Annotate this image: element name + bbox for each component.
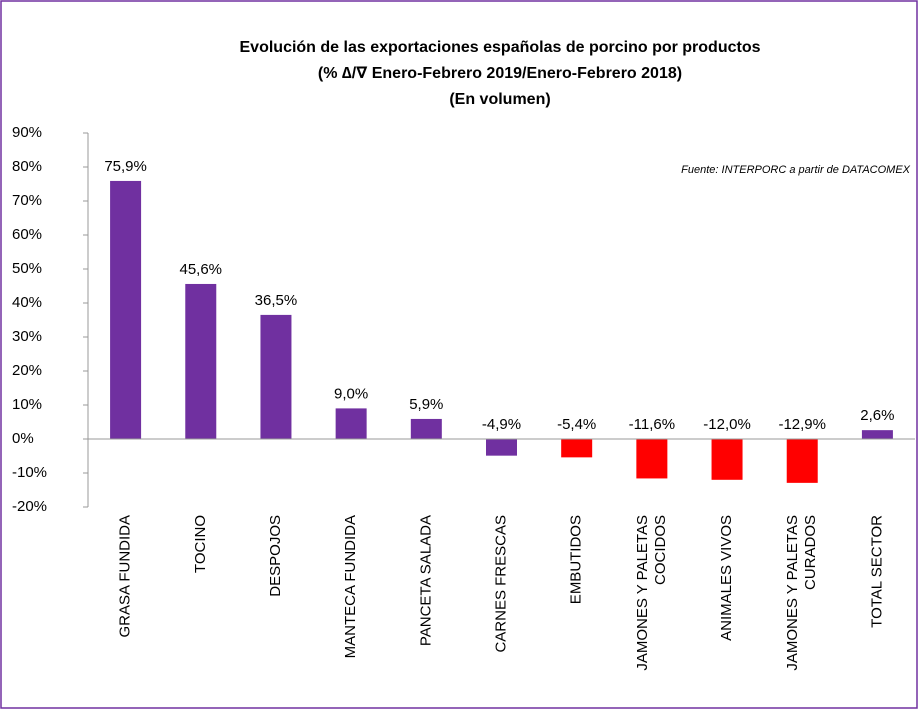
y-tick-label: 80% — [12, 158, 42, 175]
bar — [335, 408, 367, 439]
value-label: 75,9% — [104, 158, 147, 175]
y-tick-label: -20% — [12, 498, 47, 515]
chart-subtitle-2: (En volumen) — [449, 91, 550, 108]
x-tick-label: TOCINO — [192, 515, 209, 573]
x-tick-label: GRASA FUNDIDA — [117, 515, 134, 638]
y-tick-label: 10% — [12, 396, 42, 413]
y-tick-label: 70% — [12, 192, 42, 209]
y-tick-label: 40% — [12, 294, 42, 311]
x-tick-label: ANIMALES VIVOS — [718, 515, 735, 641]
value-label: 9,0% — [334, 385, 368, 402]
bar — [636, 439, 668, 479]
x-tick-label: TOTAL SECTOR — [868, 515, 885, 628]
value-label: -12,9% — [778, 416, 826, 433]
bar — [486, 439, 517, 456]
bar — [260, 314, 292, 439]
bar — [786, 439, 818, 483]
chart-title: Evolución de las exportaciones españolas… — [240, 39, 761, 56]
x-tick-label: CARNES FRESCAS — [492, 515, 509, 653]
value-label: -5,4% — [557, 416, 596, 433]
value-label: -4,9% — [482, 416, 521, 433]
y-tick-label: 0% — [12, 430, 34, 447]
value-label: 2,6% — [860, 407, 894, 424]
value-label: 45,6% — [179, 261, 222, 278]
bar — [711, 439, 743, 480]
value-label: 36,5% — [255, 292, 298, 309]
x-tick-label: PANCETA SALADA — [417, 515, 434, 646]
x-tick-label: JAMONES Y PALETASCOCIDOS — [634, 515, 669, 671]
y-tick-label: 20% — [12, 362, 42, 379]
y-tick-label: 90% — [12, 124, 42, 141]
x-tick-label: EMBUTIDOS — [568, 515, 585, 604]
bar — [861, 430, 893, 439]
x-tick-label: MANTECA FUNDIDA — [342, 515, 359, 658]
bar — [410, 418, 442, 439]
chart-subtitle: (% ∆/∇ Enero-Febrero 2019/Enero-Febrero … — [318, 65, 682, 82]
bar — [185, 283, 217, 439]
source-note: Fuente: INTERPORC a partir de DATACOMEX — [681, 164, 910, 176]
bar — [110, 180, 142, 439]
bar — [561, 439, 593, 458]
x-tick-label: JAMONES Y PALETASCURADOS — [784, 515, 819, 671]
y-tick-label: 60% — [12, 226, 42, 243]
y-tick-label: -10% — [12, 464, 47, 481]
y-tick-label: 50% — [12, 260, 42, 277]
value-label: -11,6% — [629, 416, 675, 433]
value-label: -12,0% — [703, 416, 751, 433]
value-label: 5,9% — [409, 396, 443, 413]
y-tick-label: 30% — [12, 328, 42, 345]
x-tick-label: DESPOJOS — [267, 515, 284, 597]
